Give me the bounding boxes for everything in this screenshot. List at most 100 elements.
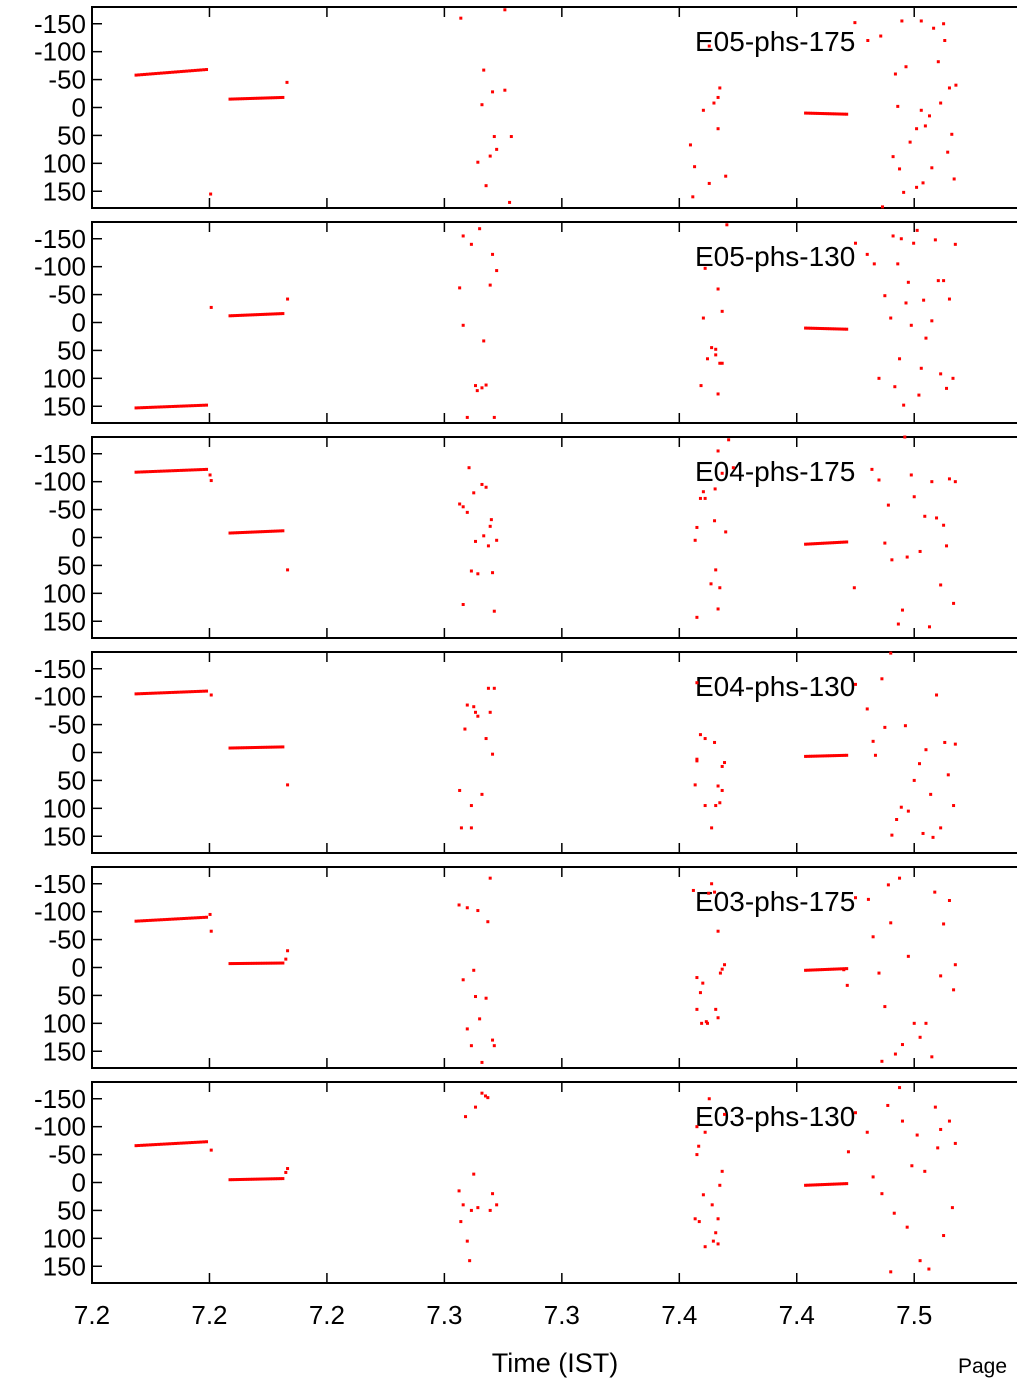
data-point bbox=[865, 252, 869, 256]
data-point bbox=[174, 469, 178, 473]
data-point bbox=[465, 1239, 469, 1243]
data-point bbox=[714, 347, 718, 351]
data-point bbox=[701, 108, 705, 112]
data-point bbox=[140, 1143, 144, 1147]
data-point bbox=[899, 237, 903, 241]
data-point bbox=[813, 1183, 817, 1187]
data-point bbox=[185, 690, 189, 694]
data-point bbox=[710, 882, 714, 886]
data-point bbox=[720, 1169, 724, 1173]
data-point bbox=[495, 269, 499, 273]
data-point bbox=[205, 467, 209, 471]
data-point bbox=[263, 96, 267, 100]
data-point bbox=[953, 1141, 957, 1145]
data-point bbox=[174, 1141, 178, 1145]
data-point bbox=[482, 339, 486, 343]
data-point bbox=[137, 73, 141, 77]
data-point bbox=[228, 746, 232, 750]
data-point bbox=[463, 727, 467, 731]
data-point bbox=[263, 745, 267, 749]
data-point bbox=[258, 745, 262, 749]
data-point bbox=[816, 754, 820, 758]
y-tick-label: 150 bbox=[43, 1251, 86, 1281]
data-point bbox=[278, 96, 282, 100]
data-point bbox=[952, 988, 956, 992]
data-point bbox=[261, 1177, 265, 1181]
y-tick-label: 50 bbox=[57, 765, 86, 795]
data-point bbox=[720, 471, 724, 475]
data-point bbox=[842, 540, 846, 544]
panel-label: E03-phs-130 bbox=[695, 1101, 855, 1132]
data-point bbox=[818, 111, 822, 115]
data-point bbox=[720, 361, 724, 365]
data-point bbox=[231, 746, 235, 750]
data-point bbox=[714, 353, 718, 357]
data-point bbox=[919, 366, 923, 370]
data-point bbox=[199, 1140, 203, 1144]
data-point bbox=[883, 1005, 887, 1009]
data-point bbox=[950, 1206, 954, 1210]
data-point bbox=[461, 1203, 465, 1207]
data-point bbox=[880, 1059, 884, 1063]
data-point bbox=[199, 68, 203, 72]
data-point bbox=[196, 468, 200, 472]
data-point bbox=[157, 691, 161, 695]
data-point bbox=[936, 1146, 940, 1150]
data-point bbox=[263, 1177, 267, 1181]
y-tick-label: -100 bbox=[34, 467, 86, 497]
data-point bbox=[828, 967, 832, 971]
data-point bbox=[709, 582, 713, 586]
data-point bbox=[723, 761, 727, 765]
data-point bbox=[705, 1021, 709, 1025]
data-point bbox=[931, 835, 935, 839]
data-point bbox=[143, 406, 147, 410]
data-point bbox=[703, 266, 707, 270]
data-point bbox=[924, 748, 928, 752]
data-point bbox=[154, 691, 158, 695]
data-point bbox=[900, 608, 904, 612]
data-point bbox=[835, 1182, 839, 1186]
data-point bbox=[208, 473, 212, 477]
data-point bbox=[266, 1177, 270, 1181]
data-point bbox=[256, 961, 260, 965]
data-point bbox=[209, 929, 213, 933]
x-tick-label: 7.3 bbox=[426, 1300, 462, 1330]
data-point bbox=[491, 1038, 495, 1042]
data-point bbox=[157, 918, 161, 922]
data-point bbox=[268, 312, 272, 316]
data-point bbox=[918, 1035, 922, 1039]
data-point bbox=[182, 1141, 186, 1145]
data-point bbox=[947, 1119, 951, 1123]
data-point bbox=[248, 961, 252, 965]
data-point bbox=[723, 1112, 727, 1116]
data-point bbox=[469, 1208, 473, 1212]
data-point bbox=[286, 568, 290, 572]
data-point bbox=[205, 403, 209, 407]
y-tick-label: 0 bbox=[72, 523, 86, 553]
data-point bbox=[465, 703, 469, 707]
y-tick-label: 0 bbox=[72, 93, 86, 123]
data-point bbox=[695, 757, 699, 761]
data-point bbox=[241, 961, 245, 965]
data-point bbox=[825, 112, 829, 116]
data-point bbox=[196, 403, 200, 407]
data-point bbox=[486, 686, 490, 690]
data-point bbox=[281, 1177, 285, 1181]
data-point bbox=[840, 967, 844, 971]
data-point bbox=[148, 470, 152, 474]
data-point bbox=[271, 529, 275, 533]
data-point bbox=[143, 1143, 147, 1147]
data-point bbox=[935, 693, 939, 697]
data-point bbox=[898, 357, 902, 361]
data-point bbox=[818, 754, 822, 758]
data-point bbox=[243, 746, 247, 750]
data-point bbox=[945, 386, 949, 390]
data-point bbox=[159, 1142, 163, 1146]
data-point bbox=[707, 891, 711, 895]
data-point bbox=[188, 1141, 192, 1145]
data-point bbox=[811, 968, 815, 972]
data-point bbox=[271, 961, 275, 965]
data-point bbox=[273, 529, 277, 533]
data-point bbox=[946, 773, 950, 777]
